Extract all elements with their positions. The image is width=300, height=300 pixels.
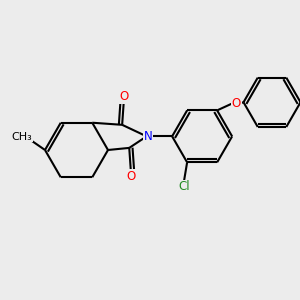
Text: CH₃: CH₃ bbox=[11, 132, 32, 142]
Text: O: O bbox=[126, 169, 135, 183]
Text: Cl: Cl bbox=[178, 180, 190, 194]
Text: N: N bbox=[144, 130, 152, 143]
Text: O: O bbox=[232, 97, 241, 110]
Text: O: O bbox=[119, 90, 128, 103]
